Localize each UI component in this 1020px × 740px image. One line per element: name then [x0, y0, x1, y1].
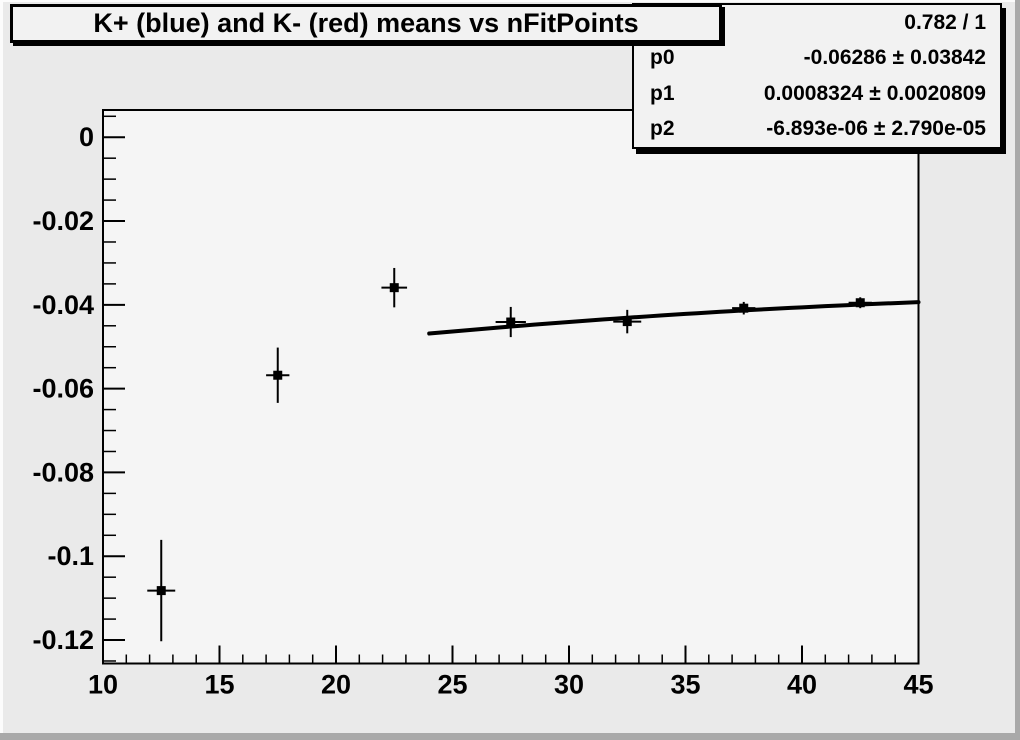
y-tick-label: -0.02 [32, 206, 94, 236]
plot-title: K+ (blue) and K- (red) means vs nFitPoin… [93, 8, 639, 38]
data-point-marker [273, 370, 283, 380]
x-tick-label: 40 [787, 670, 817, 700]
y-tick-label: -0.04 [32, 290, 94, 320]
param-label: p2 [650, 117, 675, 141]
data-point-marker [739, 303, 749, 313]
plot-frame [102, 109, 920, 665]
chi2-value: 0.782 / 1 [904, 10, 986, 34]
param-central: 0.0008324 [763, 81, 864, 105]
param-value: -0.06286 ±0.03842 [675, 46, 986, 70]
plusminus-sign: ± [873, 117, 886, 141]
param-error: 2.790e-05 [891, 117, 986, 141]
fit-curve [427, 300, 921, 336]
y-tick-label: 0 [79, 122, 94, 152]
x-tick-label: 35 [670, 670, 700, 700]
plot-title-box: K+ (blue) and K- (red) means vs nFitPoin… [10, 4, 722, 43]
plusminus-sign: ± [892, 46, 905, 70]
plusminus-sign: ± [869, 81, 881, 105]
x-tick-label: 45 [903, 670, 933, 700]
stats-row-p0: p0 -0.06286 ±0.03842 [634, 41, 1000, 77]
window-edge-right [1015, 0, 1020, 740]
y-tick-label: -0.12 [32, 625, 94, 655]
param-value: 0.0008324 ±0.0020809 [675, 82, 986, 106]
stats-box: 0.782 / 1 p0 -0.06286 ±0.03842 p1 0.00083… [632, 3, 1002, 149]
window-edge-left [0, 0, 3, 740]
x-tick-label: 25 [437, 670, 467, 700]
stats-row-p1: p1 0.0008324 ±0.0020809 [634, 76, 1000, 112]
param-label: p0 [650, 46, 675, 70]
window-edge-top [0, 0, 1020, 2]
y-tick-label: -0.1 [47, 541, 94, 571]
param-error: 0.0020809 [886, 81, 986, 105]
data-point-marker [622, 317, 632, 327]
param-label: p1 [650, 81, 675, 105]
param-value: -6.893e-06 ±2.790e-05 [675, 117, 986, 141]
param-central: -6.893e-06 [766, 117, 868, 141]
y-tick-label: -0.06 [32, 374, 94, 404]
y-tick-label: -0.08 [32, 457, 94, 487]
x-tick-label: 10 [88, 670, 118, 700]
x-tick-label: 20 [321, 670, 351, 700]
stats-row-chi2: 0.782 / 1 [634, 5, 1000, 41]
window-edge-bottom [0, 733, 1020, 740]
x-tick-label: 15 [204, 670, 234, 700]
data-point-marker [156, 586, 166, 596]
x-tick-label: 30 [554, 670, 584, 700]
param-central: -0.06286 [803, 46, 887, 70]
stats-row-p2: p2 -6.893e-06 ±2.790e-05 [634, 112, 1000, 148]
data-point-marker [506, 317, 516, 327]
param-error: 0.03842 [910, 46, 986, 70]
data-point-marker [389, 283, 399, 293]
